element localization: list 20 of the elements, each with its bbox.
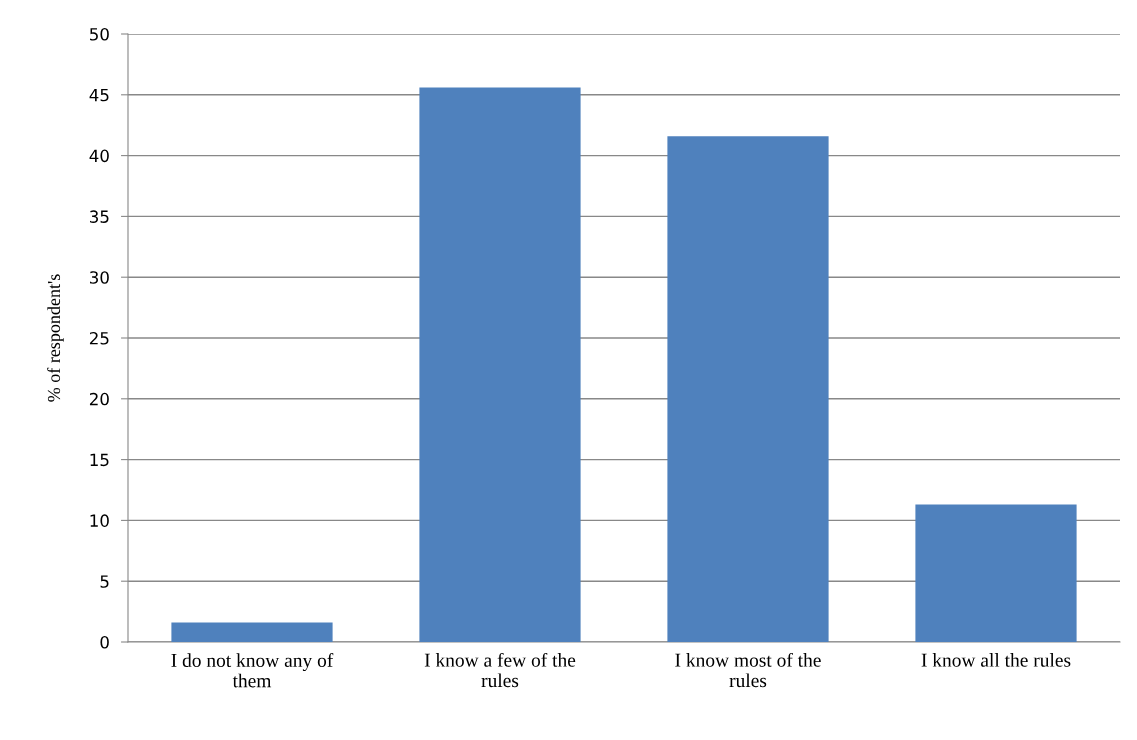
bar xyxy=(915,504,1077,642)
y-tick-label: 45 xyxy=(89,88,109,102)
y-tick-label: 10 xyxy=(90,514,109,527)
y-tick-label: 30 xyxy=(90,271,109,284)
bar xyxy=(419,87,581,642)
y-tick-label: 0 xyxy=(100,635,109,649)
y-tick-label: 15 xyxy=(90,453,109,467)
x-tick-label: I do not know any of them xyxy=(171,653,334,688)
bar xyxy=(667,136,829,642)
bar xyxy=(171,622,333,642)
x-tick-label: I know most of the rules xyxy=(675,652,821,688)
y-tick-label: 5 xyxy=(100,575,109,588)
y-tick-label: 25 xyxy=(89,331,109,345)
y-tick-label: 50 xyxy=(90,27,109,41)
x-tick-label: I know all the rules xyxy=(921,653,1071,667)
y-axis-title: % of respondent's xyxy=(47,274,64,402)
y-tick-label: 20 xyxy=(89,392,109,406)
y-tick-label: 40 xyxy=(89,149,109,163)
y-tick-label: 35 xyxy=(90,210,109,223)
x-tick-label: I know a few of the rules xyxy=(424,652,576,688)
